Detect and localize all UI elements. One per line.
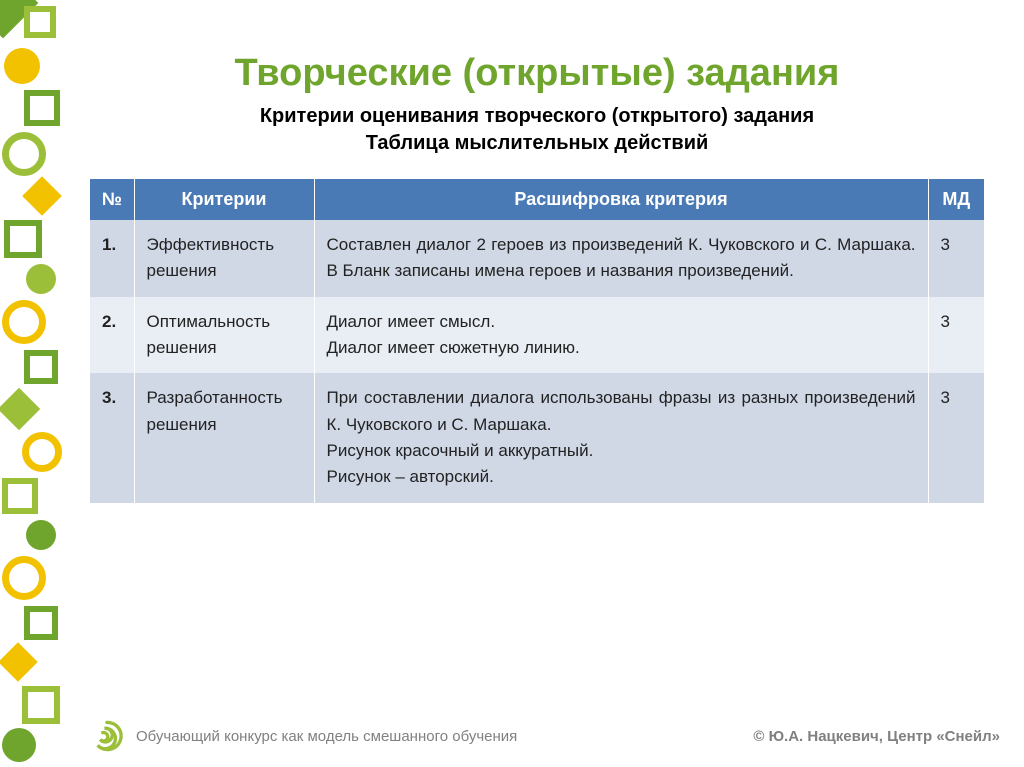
page-subtitle: Критерии оценивания творческого (открыто… bbox=[90, 103, 984, 157]
ornament-circle-icon bbox=[2, 132, 46, 176]
cell-md: 3 bbox=[928, 220, 984, 297]
cell-desc: Диалог имеет смысл.Диалог имеет сюжетную… bbox=[314, 297, 928, 374]
ornament-square-icon bbox=[24, 350, 58, 384]
cell-md: 3 bbox=[928, 297, 984, 374]
ornament-circle-icon bbox=[2, 300, 46, 344]
content-area: Творческие (открытые) задания Критерии о… bbox=[90, 52, 984, 503]
cell-md: 3 bbox=[928, 373, 984, 502]
ornament-circle-icon bbox=[26, 520, 56, 550]
table-header-row: № Критерии Расшифровка критерия МД bbox=[90, 179, 984, 220]
ornament-circle-icon bbox=[2, 728, 36, 762]
col-header-criteria: Критерии bbox=[134, 179, 314, 220]
subtitle-line: Таблица мыслительных действий bbox=[366, 132, 709, 154]
cell-num: 2. bbox=[90, 297, 134, 374]
ornament-diamond-icon bbox=[0, 388, 40, 430]
ornament-square-icon bbox=[24, 606, 58, 640]
footer: Обучающий конкурс как модель смешанного … bbox=[90, 719, 1000, 753]
col-header-num: № bbox=[90, 179, 134, 220]
col-header-md: МД bbox=[928, 179, 984, 220]
ornament-diamond-icon bbox=[0, 642, 38, 682]
ornament-circle-icon bbox=[2, 556, 46, 600]
subtitle-line: Критерии оценивания творческого (открыто… bbox=[260, 105, 814, 127]
ornament-square-icon bbox=[2, 478, 38, 514]
swirl-logo-icon bbox=[90, 719, 124, 753]
cell-criteria: Эффективность решения bbox=[134, 220, 314, 297]
footer-left-text: Обучающий конкурс как модель смешанного … bbox=[136, 728, 517, 745]
page-title: Творческие (открытые) задания bbox=[90, 52, 984, 95]
ornament-square-icon bbox=[4, 220, 42, 258]
ornament-circle-icon bbox=[4, 48, 40, 84]
table-row: 2. Оптимальность решения Диалог имеет см… bbox=[90, 297, 984, 374]
ornament-square-icon bbox=[22, 686, 60, 724]
left-ornament bbox=[0, 0, 66, 767]
ornament-circle-icon bbox=[26, 264, 56, 294]
ornament-square-icon bbox=[24, 6, 56, 38]
criteria-table: № Критерии Расшифровка критерия МД 1. Эф… bbox=[90, 179, 984, 503]
slide: Творческие (открытые) задания Критерии о… bbox=[0, 0, 1024, 767]
footer-right-text: © Ю.А. Нацкевич, Центр «Снейл» bbox=[753, 728, 1000, 745]
table-row: 1. Эффективность решения Составлен диало… bbox=[90, 220, 984, 297]
cell-criteria: Оптимальность решения bbox=[134, 297, 314, 374]
ornament-circle-icon bbox=[22, 432, 62, 472]
cell-criteria: Разработанность решения bbox=[134, 373, 314, 502]
cell-desc: При составлении диалога использованы фра… bbox=[314, 373, 928, 502]
ornament-diamond-icon bbox=[22, 176, 62, 216]
table-row: 3. Разработанность решения При составлен… bbox=[90, 373, 984, 502]
cell-desc: Составлен диалог 2 героев из произведени… bbox=[314, 220, 928, 297]
cell-num: 3. bbox=[90, 373, 134, 502]
col-header-desc: Расшифровка критерия bbox=[314, 179, 928, 220]
cell-num: 1. bbox=[90, 220, 134, 297]
ornament-square-icon bbox=[24, 90, 60, 126]
